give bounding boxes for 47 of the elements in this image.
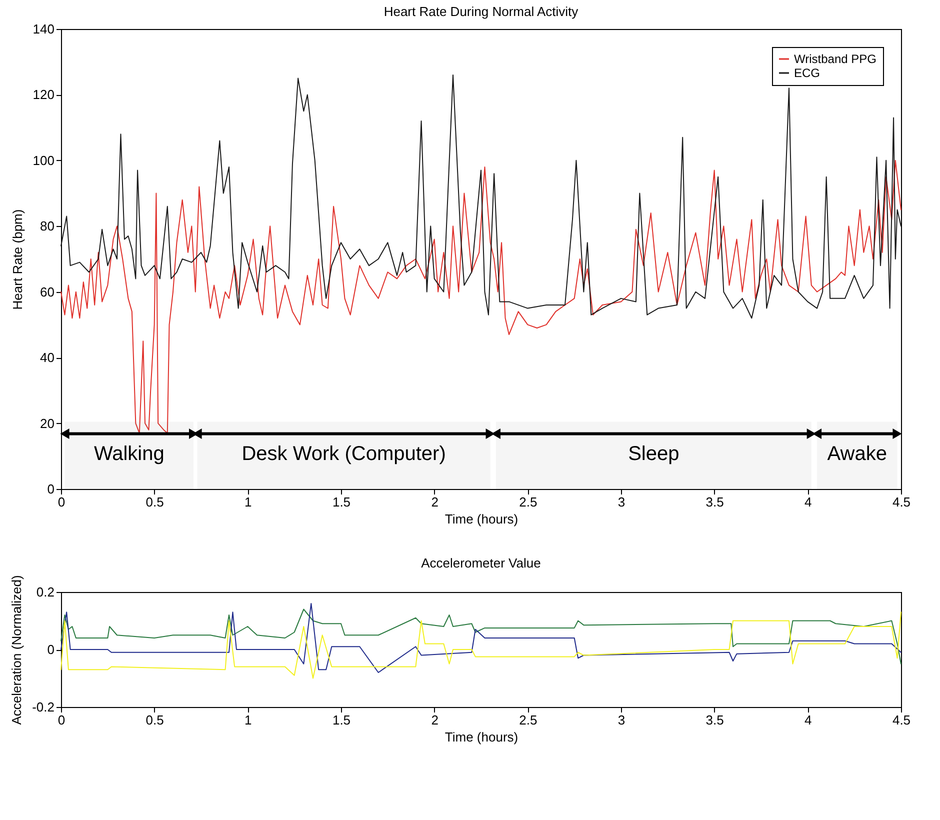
- x-tick-label: 1: [244, 494, 252, 510]
- line-series: [60, 160, 902, 434]
- y-tick-label: -0.2: [32, 700, 54, 714]
- x-tick-label: 1: [244, 712, 252, 728]
- band-label: Awake: [827, 442, 887, 465]
- x-tick-label: 0.5: [146, 712, 164, 728]
- band-label: Walking: [94, 442, 164, 465]
- y-tick-label: 120: [32, 87, 54, 102]
- x-tick-label: 2: [431, 494, 438, 510]
- x-tick-label: 2: [431, 712, 438, 728]
- x-tick-label: 2.5: [519, 712, 538, 728]
- x-tick-label: 0: [58, 494, 66, 510]
- chart-title: Accelerometer Value: [421, 556, 541, 571]
- x-tick-label: 1.5: [332, 712, 351, 728]
- x-tick-label: 0.5: [146, 494, 164, 510]
- line-series: [60, 603, 902, 673]
- y-tick-label: 80: [40, 218, 54, 234]
- x-tick-label: 4: [804, 494, 812, 510]
- band-label: Desk Work (Computer): [242, 442, 446, 465]
- y-tick-label: 0: [47, 642, 54, 657]
- y-axis-title: Acceleration (Normalized): [9, 575, 24, 725]
- x-tick-label: 4.5: [892, 494, 911, 510]
- line-series: [60, 612, 902, 679]
- y-tick-label: 0.2: [36, 584, 54, 600]
- x-tick-label: 3.5: [706, 494, 724, 510]
- legend-label: Wristband PPG: [794, 52, 876, 66]
- x-tick-label: 3: [618, 712, 626, 728]
- x-tick-label: 4: [804, 712, 812, 728]
- x-axis-title: Time (hours): [444, 730, 518, 744]
- line-series: [60, 608, 902, 664]
- x-tick-label: 3: [618, 494, 626, 510]
- x-tick-label: 1.5: [332, 494, 351, 510]
- x-tick-label: 2.5: [519, 494, 538, 510]
- y-axis-title: Heart Rate (bpm): [10, 209, 25, 310]
- y-tick-label: 20: [40, 416, 54, 431]
- legend-label: ECG: [794, 66, 820, 80]
- y-tick-label: 100: [32, 152, 54, 168]
- y-tick-label: 40: [40, 350, 54, 366]
- x-tick-label: 3.5: [706, 712, 724, 728]
- chart-title: Heart Rate During Normal Activity: [384, 4, 579, 19]
- y-tick-label: 140: [32, 22, 54, 36]
- x-tick-label: 4.5: [892, 712, 911, 728]
- band-label: Sleep: [628, 442, 680, 465]
- x-tick-label: 0: [58, 712, 66, 728]
- y-tick-label: 0: [47, 482, 54, 496]
- y-tick-label: 60: [40, 284, 54, 300]
- x-axis-title: Time (hours): [444, 512, 518, 526]
